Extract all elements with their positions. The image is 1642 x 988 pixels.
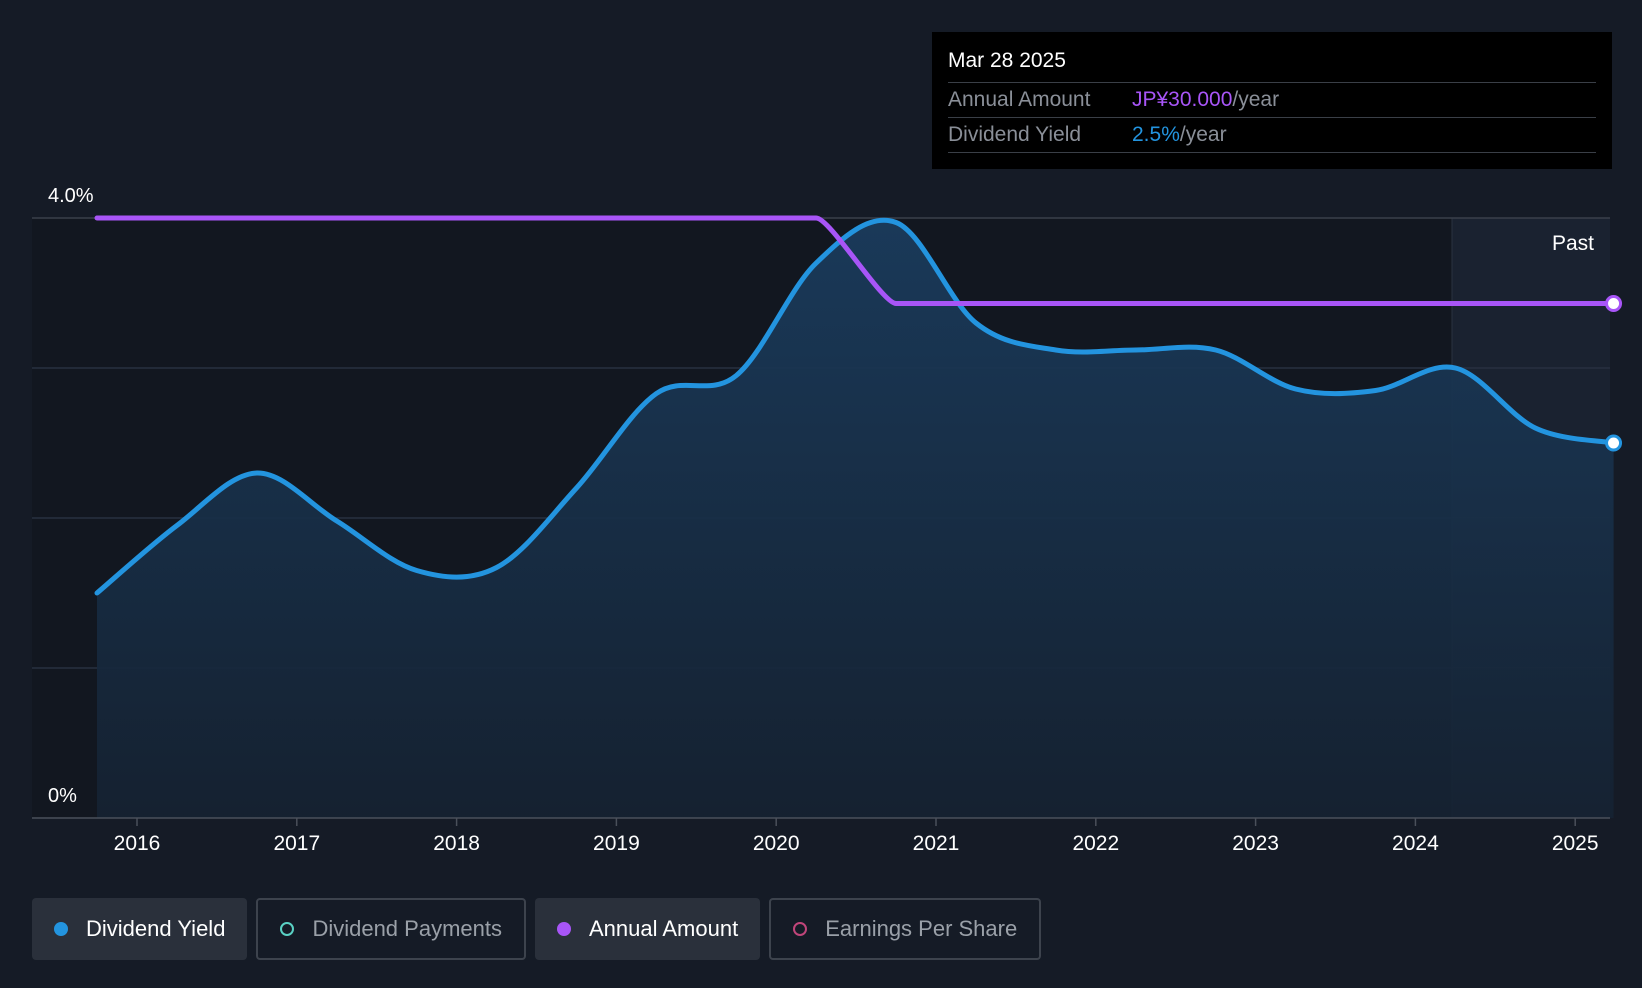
tooltip-label: Dividend Yield — [948, 123, 1082, 146]
tooltip-row-annual-amount: Annual Amount JP¥30.000 /year — [948, 83, 1596, 118]
legend: Dividend Yield Dividend Payments Annual … — [32, 898, 1042, 960]
dividend-chart: 2016 2017 2018 2019 2020 2021 2022 2023 2024 2025… — [32, 185, 1623, 855]
legend-label: Dividend Yield — [86, 916, 226, 941]
legend-annual-amount-button[interactable]: Annual Amount — [534, 898, 761, 960]
dividend-yield-end-marker — [1605, 434, 1623, 452]
past-label: Past — [1552, 232, 1594, 255]
legend-earnings-per-share-button[interactable]: Earnings Per Share — [769, 898, 1042, 960]
dividend-yield-line — [94, 217, 1617, 596]
legend-dividend-payments-button[interactable]: Dividend Payments — [256, 898, 526, 960]
annual-amount-line — [94, 215, 1617, 306]
tooltip-value: 2.5% — [1132, 123, 1180, 146]
legend-label: Dividend Payments — [312, 916, 502, 941]
y-tick-bottom: 0% — [48, 785, 77, 807]
legend-label: Annual Amount — [588, 916, 739, 941]
annual-amount-dot-icon — [556, 922, 571, 936]
x-tick-label: 2021 — [913, 832, 960, 855]
dividend-yield-area — [97, 220, 1614, 818]
x-tick-label: 2019 — [593, 832, 640, 855]
legend-dividend-yield-button[interactable]: Dividend Yield — [32, 898, 248, 960]
tooltip-unit: /year — [1179, 123, 1227, 146]
y-tick-top: 4.0% — [48, 185, 94, 207]
dividend-yield-dot-icon — [54, 922, 68, 936]
x-tick-label: 2017 — [273, 832, 320, 855]
tooltip-value: JP¥30.000 — [1132, 88, 1233, 111]
x-tick-label: 2022 — [1072, 832, 1119, 855]
tooltip-date: Mar 28 2025 — [948, 46, 1596, 83]
tooltip-unit: /year — [1232, 88, 1280, 111]
x-axis-ticks: 2016 2017 2018 2019 2020 2021 2022 2023 2024 2025 — [114, 818, 1599, 855]
earnings-per-share-ring-icon — [793, 922, 808, 936]
legend-label: Earnings Per Share — [825, 916, 1018, 941]
x-tick-label: 2018 — [433, 832, 480, 855]
x-tick-label: 2023 — [1232, 832, 1279, 855]
x-tick-label: 2025 — [1552, 832, 1599, 855]
tooltip: Mar 28 2025 Annual Amount JP¥30.000 /yea… — [932, 32, 1612, 169]
x-tick-label: 2024 — [1392, 832, 1439, 855]
tooltip-row-dividend-yield: Dividend Yield 2.5% /year — [948, 118, 1596, 153]
tooltip-label: Annual Amount — [948, 88, 1091, 111]
dividend-payments-ring-icon — [280, 922, 295, 936]
x-tick-label: 2020 — [753, 832, 800, 855]
x-tick-label: 2016 — [114, 832, 161, 855]
annual-amount-end-marker — [1605, 295, 1623, 312]
